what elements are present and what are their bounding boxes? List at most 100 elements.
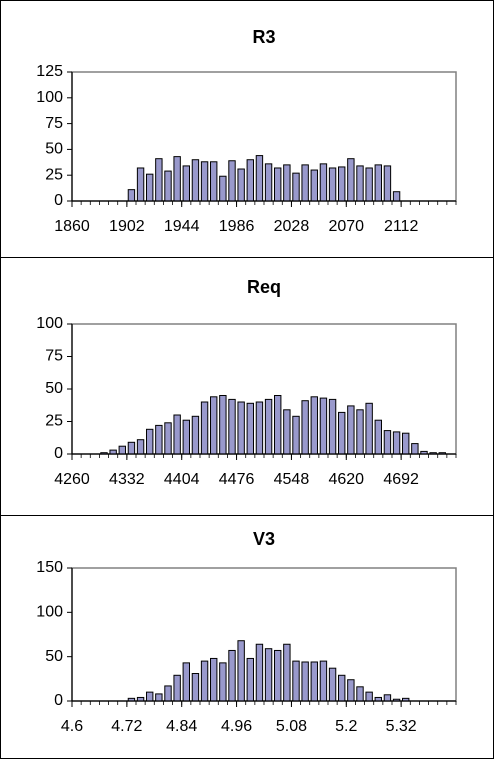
histogram-bar (200, 660, 209, 702)
x-tick-label: 2028 (274, 218, 310, 235)
histogram-bar (365, 402, 373, 455)
x-tick-label: 5.32 (386, 718, 417, 735)
histogram-bar (210, 657, 218, 702)
histogram-bar (411, 443, 419, 455)
histogram-bar (383, 165, 392, 202)
histogram-bar (164, 170, 172, 202)
histogram-bar (173, 156, 181, 202)
y-tick-label: 125 (36, 63, 63, 80)
x-tick-label: 4548 (274, 471, 310, 488)
x-tick-label: 4.6 (61, 718, 83, 735)
histogram-bar (237, 168, 245, 202)
histogram-bar (301, 661, 309, 702)
chart-v3: V3 0 50 100 150 4.6 4.72 4.84 4.96 5.08 5.2 5.32 (36, 529, 457, 735)
histogram-bar (319, 163, 328, 202)
histogram-bar (146, 428, 154, 455)
histogram-bar (146, 691, 154, 702)
x-tick-label: 4.96 (221, 718, 252, 735)
x-tick-label: 5.2 (335, 718, 357, 735)
x-tick-label: 4404 (164, 471, 200, 488)
y-tick-label: 150 (36, 559, 63, 576)
histogram-bar (255, 155, 264, 202)
histogram-bar (173, 414, 181, 455)
x-tick-label: 1902 (109, 218, 145, 235)
chart-r3: R3 0 25 50 75 100 125 1860 1902 1944 1986 2028 2070 2… (36, 27, 457, 235)
histogram-bar (127, 441, 136, 455)
histogram-bar (365, 691, 373, 702)
histogram-bar (274, 167, 282, 202)
histogram-bar (118, 445, 126, 455)
histogram-bar (164, 422, 172, 455)
y-tick-label: 50 (45, 648, 63, 665)
histogram-bar (274, 649, 282, 702)
chart-title: R3 (252, 27, 275, 47)
x-tick-label: 1860 (54, 218, 90, 235)
histogram-bar (237, 640, 245, 702)
histogram-bar (219, 395, 227, 455)
histogram-bar (356, 165, 364, 202)
histogram-bar (182, 662, 190, 702)
histogram-bar (136, 167, 145, 202)
histogram-bar (347, 405, 355, 455)
y-tick-label: 100 (36, 604, 63, 621)
x-tick-label: 4692 (383, 471, 419, 488)
histogram-bar (356, 686, 364, 702)
x-tick-label: 1986 (219, 218, 255, 235)
histogram-bar (164, 685, 172, 702)
x-tick-label: 4476 (219, 471, 255, 488)
histogram-bar (246, 402, 254, 455)
histogram-bar (219, 175, 227, 202)
chart-panel-req: Req 0 25 50 75 100 4260 4332 4404 4476 4548 4620 469… (0, 258, 494, 516)
histogram-bar (310, 396, 318, 455)
histogram-bar (356, 409, 364, 455)
histogram-bar (264, 648, 273, 702)
histogram-bar (228, 398, 236, 455)
histogram-bar (338, 411, 346, 455)
histogram-bar (255, 643, 264, 702)
x-tick-label: 1944 (164, 218, 200, 235)
histogram-bar (173, 674, 181, 702)
histogram-bar (365, 167, 373, 202)
x-tick-label: 2112 (384, 218, 419, 235)
y-tick-label: 100 (36, 89, 63, 106)
histogram-bar (136, 439, 145, 455)
histogram-bar (328, 398, 337, 455)
histogram-bar (283, 164, 291, 202)
y-tick-label: 100 (36, 315, 63, 332)
y-tick-label: 25 (45, 166, 63, 183)
x-tick-label: 5.08 (276, 718, 307, 735)
histogram-bar (392, 191, 401, 202)
chart-title: Req (247, 277, 281, 297)
histogram-bar (319, 660, 328, 702)
histogram-bar (383, 430, 392, 455)
y-tick-label: 50 (45, 380, 63, 397)
y-tick-label: 0 (54, 445, 63, 462)
histogram-bar (210, 396, 218, 455)
y-tick-label: 0 (54, 192, 63, 209)
histogram-bar (310, 169, 318, 202)
x-tick-label: 4332 (109, 471, 145, 488)
plot-area (71, 567, 457, 702)
histogram-bar (292, 172, 300, 202)
plot-area (71, 71, 457, 202)
histogram-bar (246, 657, 254, 702)
histogram-bar (255, 401, 264, 455)
histogram-bar (383, 694, 392, 702)
histogram-bar (402, 432, 410, 455)
histogram-bar (292, 660, 300, 702)
histogram-bar (228, 649, 236, 702)
histogram-bar (310, 661, 318, 702)
histogram-bar (127, 189, 136, 202)
histogram-bar (283, 409, 291, 455)
y-tick-label: 0 (54, 692, 63, 709)
histogram-bar (155, 424, 163, 455)
histogram-bar (182, 165, 190, 202)
histogram-bar (219, 662, 227, 702)
histogram-bar (319, 397, 328, 455)
histogram-bar (237, 401, 245, 455)
histogram-bar (328, 167, 337, 202)
histogram-bar (274, 395, 282, 455)
histogram-bar (301, 400, 309, 455)
x-tick-label: 4260 (54, 471, 90, 488)
chart-title: V3 (253, 529, 275, 549)
